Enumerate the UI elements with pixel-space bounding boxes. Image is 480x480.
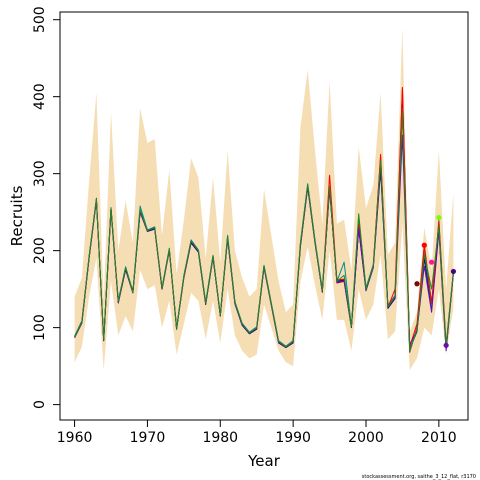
y-tick-label-100: 100 <box>32 314 48 341</box>
x-tick-label-1990: 1990 <box>275 430 311 446</box>
y-axis-title: Recruits <box>8 185 26 246</box>
y-tick-label-300: 300 <box>32 160 48 187</box>
y-tick-label-500: 500 <box>32 6 48 33</box>
endpoint-2009 <box>428 259 435 265</box>
endpoint-2008 <box>421 242 427 248</box>
endpoint-2012 <box>450 268 457 275</box>
x-tick-label-2000: 2000 <box>348 430 384 446</box>
endpoint-layer <box>414 214 457 348</box>
series-line-6 <box>74 111 454 352</box>
endpoint-2007 <box>414 281 420 287</box>
y-tick-label-0: 0 <box>32 400 48 409</box>
endpoint-2011 <box>443 342 449 348</box>
confidence-band <box>74 27 454 371</box>
confidence-band-layer <box>74 27 454 371</box>
y-tick-label-200: 200 <box>32 237 48 264</box>
plot-frame <box>59 11 469 421</box>
x-axis: 1960 1970 1980 1990 2000 2010 <box>57 420 457 446</box>
x-tick-label-1970: 1970 <box>130 430 166 446</box>
series-layer <box>74 86 454 353</box>
y-axis: 0 100 200 300 400 500 <box>32 6 60 409</box>
endpoint-2010 <box>436 214 442 221</box>
source-footnote: stockassessment.org, saithe_3_12_flat, r… <box>362 474 476 480</box>
x-axis-title: Year <box>247 452 281 470</box>
x-tick-label-1980: 1980 <box>202 430 238 446</box>
y-tick-label-400: 400 <box>32 83 48 110</box>
x-tick-label-1960: 1960 <box>57 430 93 446</box>
x-tick-label-2010: 2010 <box>421 430 457 446</box>
